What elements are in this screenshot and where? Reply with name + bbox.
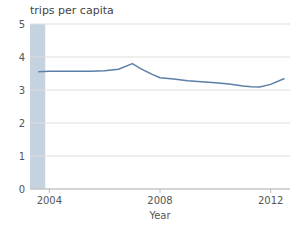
x-tick xyxy=(160,189,161,193)
y-tick-label: 3 xyxy=(19,85,25,96)
plot-area xyxy=(30,24,284,189)
grid-line xyxy=(30,57,290,58)
x-tick xyxy=(270,189,271,193)
chart-title: trips per capita xyxy=(30,4,114,17)
grid-line xyxy=(30,90,290,91)
y-tick-label: 5 xyxy=(19,19,25,30)
grid-line xyxy=(30,156,290,157)
chart: 0 1 2 3 4 5 2004 2008 2012 trips per capita Year xyxy=(0,0,300,225)
shaded-span xyxy=(30,24,45,189)
y-tick-label: 1 xyxy=(19,151,25,162)
x-tick xyxy=(49,189,50,193)
y-tick-label: 0 xyxy=(19,184,25,195)
series-line xyxy=(38,64,284,87)
y-tick-label: 2 xyxy=(19,118,25,129)
grid-line xyxy=(30,24,290,25)
x-tick-label: 2012 xyxy=(258,195,283,206)
x-tick-label: 2004 xyxy=(37,195,62,206)
x-tick-label: 2008 xyxy=(147,195,172,206)
grid-line xyxy=(30,123,290,124)
y-tick-label: 4 xyxy=(19,52,25,63)
x-axis-label: Year xyxy=(148,210,171,221)
